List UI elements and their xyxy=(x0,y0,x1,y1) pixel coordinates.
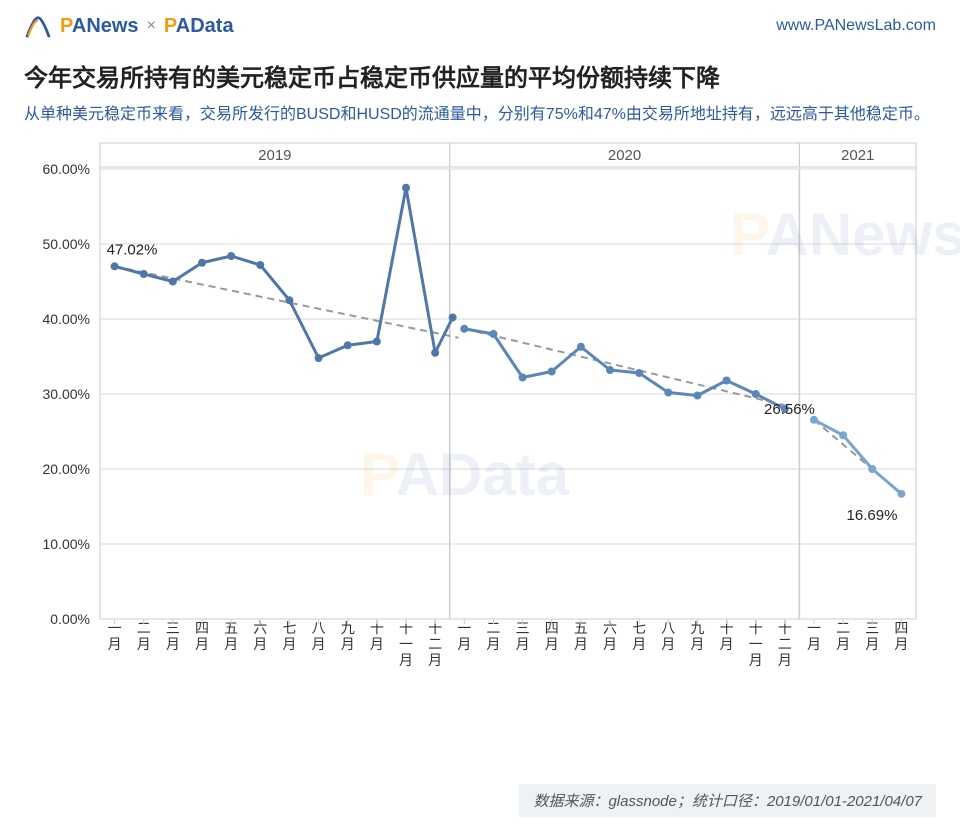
data-point xyxy=(256,261,264,269)
year-header: 2020 xyxy=(608,147,641,164)
y-tick-label: 0.00% xyxy=(50,611,90,627)
chart-title: 今年交易所持有的美元稳定币占稳定币供应量的平均份额持续下降 xyxy=(24,58,936,93)
x-tick-label: 五月 xyxy=(224,620,238,652)
brand-sep: × xyxy=(147,17,156,35)
x-tick-label: 九月 xyxy=(690,620,704,652)
data-point xyxy=(577,343,585,351)
data-point xyxy=(227,252,235,260)
x-tick-label: 三月 xyxy=(166,620,180,652)
x-tick-label: 三月 xyxy=(516,620,530,652)
data-point xyxy=(635,369,643,377)
year-header: 2021 xyxy=(841,147,874,164)
x-tick-label: 一月 xyxy=(457,620,471,652)
x-tick-label: 十一月 xyxy=(399,620,413,668)
x-tick-label: 十月 xyxy=(720,620,734,652)
data-point xyxy=(315,354,323,362)
data-label: 26.56% xyxy=(764,401,815,418)
chart-area: 2019 2020 2021 0.00% 10.00% 20.00% 30.00% 40.00… xyxy=(24,139,934,759)
x-tick-label: 五月 xyxy=(574,620,588,652)
y-tick-label: 30.00% xyxy=(43,386,90,402)
series-line xyxy=(115,188,436,358)
x-tick-label: 十月 xyxy=(370,620,384,652)
data-point xyxy=(868,465,876,473)
data-point xyxy=(723,377,731,385)
x-tick-label: 九月 xyxy=(341,620,355,652)
y-tick-label: 50.00% xyxy=(43,236,90,252)
x-tick-label: 二月 xyxy=(836,620,850,652)
brand-group: PANews × PAData xyxy=(24,12,234,40)
x-tick-label: 一月 xyxy=(108,620,122,652)
x-tick-label: 四月 xyxy=(894,620,908,652)
x-tick-label: 七月 xyxy=(282,620,296,652)
x-tick-label: 二月 xyxy=(486,620,500,652)
data-label: 47.02% xyxy=(107,241,158,258)
data-point xyxy=(140,270,148,278)
brand1: PANews xyxy=(60,15,139,38)
data-point xyxy=(839,431,847,439)
brand1-rest: News xyxy=(86,15,138,37)
data-point xyxy=(373,338,381,346)
x-tick-label: 一月 xyxy=(807,620,821,652)
x-tick-label: 四月 xyxy=(545,620,559,652)
year-header: 2019 xyxy=(258,147,291,164)
brand1-a: A xyxy=(72,15,86,37)
x-tick-label: 十二月 xyxy=(778,620,792,668)
page: PANews × PAData www.PANewsLab.com 今年交易所持… xyxy=(0,0,960,829)
x-tick-label: 六月 xyxy=(603,620,617,652)
y-tick-label: 10.00% xyxy=(43,536,90,552)
brand2: PAData xyxy=(164,15,234,38)
data-point xyxy=(402,184,410,192)
x-tick-label: 六月 xyxy=(253,620,267,652)
brand2-rest: Data xyxy=(190,15,233,37)
data-point xyxy=(548,368,556,376)
header-url: www.PANewsLab.com xyxy=(776,17,936,35)
line-chart: 2019 2020 2021 0.00% 10.00% 20.00% 30.00% 40.00… xyxy=(24,139,934,729)
x-tick-label: 二月 xyxy=(137,620,151,652)
y-tick-label: 60.00% xyxy=(43,161,90,177)
brand-logo-icon xyxy=(24,12,52,40)
data-point xyxy=(285,296,293,304)
data-point xyxy=(460,325,468,333)
data-point xyxy=(897,490,905,498)
data-point xyxy=(693,392,701,400)
data-point xyxy=(752,390,760,398)
data-label: 16.69% xyxy=(847,507,898,524)
data-point xyxy=(606,366,614,374)
data-point xyxy=(664,389,672,397)
data-point xyxy=(198,259,206,267)
x-tick-label: 四月 xyxy=(195,620,209,652)
x-tick-label: 三月 xyxy=(865,620,879,652)
x-tick-label: 十二月 xyxy=(428,620,442,668)
brand2-p: P xyxy=(164,15,176,37)
x-tick-label: 七月 xyxy=(632,620,646,652)
data-point xyxy=(111,262,119,270)
x-tick-label: 十一月 xyxy=(749,620,763,668)
brand1-p: P xyxy=(60,15,72,37)
data-point xyxy=(519,374,527,382)
y-tick-label: 40.00% xyxy=(43,311,90,327)
x-tick-label: 八月 xyxy=(661,620,675,652)
x-tick-label: 八月 xyxy=(312,620,326,652)
chart-footer: 数据来源：glassnode；统计口径：2019/01/01-2021/04/0… xyxy=(519,784,936,817)
brand2-a: A xyxy=(176,15,190,37)
header: PANews × PAData www.PANewsLab.com xyxy=(24,12,936,40)
data-point xyxy=(344,341,352,349)
y-tick-label: 20.00% xyxy=(43,461,90,477)
data-point xyxy=(169,278,177,286)
data-point xyxy=(489,330,497,338)
chart-subtitle: 从单种美元稳定币来看，交易所发行的BUSD和HUSD的流通量中，分别有75%和4… xyxy=(24,103,936,127)
